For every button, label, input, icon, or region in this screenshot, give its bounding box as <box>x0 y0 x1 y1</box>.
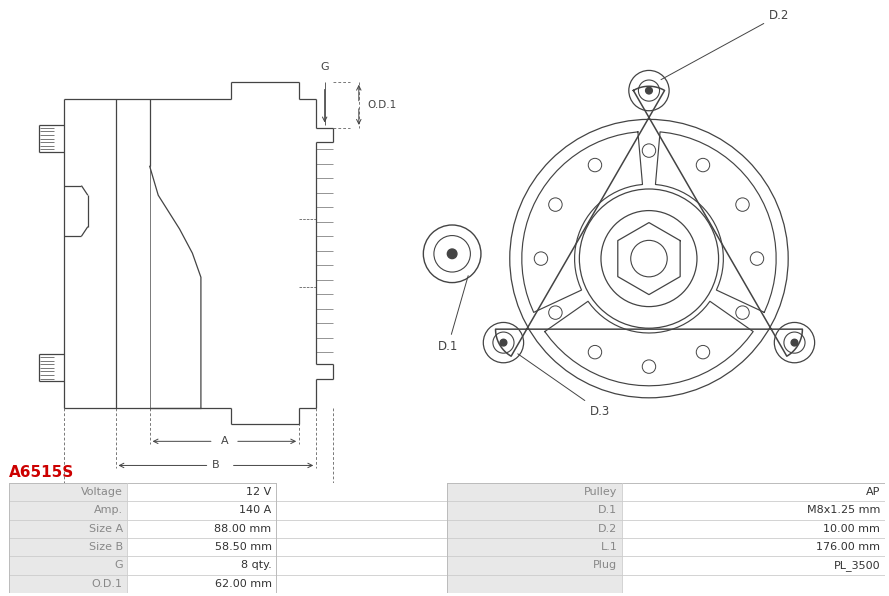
Bar <box>621 575 885 593</box>
Circle shape <box>645 87 653 94</box>
Bar <box>127 556 276 575</box>
Text: Size A: Size A <box>89 524 123 533</box>
Text: Amp.: Amp. <box>93 505 123 516</box>
Text: Plug: Plug <box>593 560 618 570</box>
Bar <box>127 501 276 520</box>
Text: 176.00 mm: 176.00 mm <box>816 542 880 552</box>
Text: Pulley: Pulley <box>584 487 618 497</box>
Bar <box>127 520 276 538</box>
Text: G: G <box>320 62 329 72</box>
Bar <box>621 556 885 575</box>
Bar <box>276 520 447 538</box>
Bar <box>276 575 447 593</box>
Bar <box>276 538 447 556</box>
Text: Size B: Size B <box>89 542 123 552</box>
Bar <box>447 538 621 556</box>
Bar <box>276 483 447 501</box>
Bar <box>9 501 127 520</box>
Bar <box>447 501 621 520</box>
Bar <box>9 483 127 501</box>
Text: 12 V: 12 V <box>246 487 272 497</box>
Bar <box>9 520 127 538</box>
Bar <box>276 501 447 520</box>
Text: AP: AP <box>866 487 880 497</box>
Text: L.1: L.1 <box>601 542 618 552</box>
Text: 8 qty.: 8 qty. <box>241 560 272 570</box>
Bar <box>447 556 621 575</box>
Text: B: B <box>212 461 220 470</box>
Text: D.2: D.2 <box>598 524 618 533</box>
Bar <box>127 483 276 501</box>
Circle shape <box>447 249 457 259</box>
Bar <box>127 575 276 593</box>
Circle shape <box>791 339 797 346</box>
Text: G: G <box>114 560 123 570</box>
Bar <box>447 575 621 593</box>
Bar <box>9 556 127 575</box>
Bar <box>9 575 127 593</box>
Text: A6515S: A6515S <box>9 464 74 480</box>
Circle shape <box>501 339 507 346</box>
Text: 10.00 mm: 10.00 mm <box>823 524 880 533</box>
Text: Voltage: Voltage <box>81 487 123 497</box>
Text: O.D.1: O.D.1 <box>92 579 123 589</box>
Text: 88.00 mm: 88.00 mm <box>214 524 272 533</box>
Bar <box>447 520 621 538</box>
Text: O.D.1: O.D.1 <box>367 100 396 110</box>
Bar <box>621 483 885 501</box>
Bar <box>621 538 885 556</box>
Bar <box>621 501 885 520</box>
Text: A: A <box>220 436 228 446</box>
Bar <box>9 538 127 556</box>
Text: D.1: D.1 <box>598 505 618 516</box>
Text: 62.00 mm: 62.00 mm <box>214 579 272 589</box>
Bar <box>127 538 276 556</box>
Text: L.1: L.1 <box>207 485 224 495</box>
Text: D.3: D.3 <box>517 354 610 418</box>
Text: PL_3500: PL_3500 <box>834 560 880 571</box>
Text: 58.50 mm: 58.50 mm <box>214 542 272 552</box>
Bar <box>621 520 885 538</box>
Text: D.1: D.1 <box>437 276 469 353</box>
Text: 140 A: 140 A <box>239 505 272 516</box>
Text: D.2: D.2 <box>661 8 789 80</box>
Text: M8x1.25 mm: M8x1.25 mm <box>807 505 880 516</box>
Bar <box>276 556 447 575</box>
Bar <box>447 483 621 501</box>
